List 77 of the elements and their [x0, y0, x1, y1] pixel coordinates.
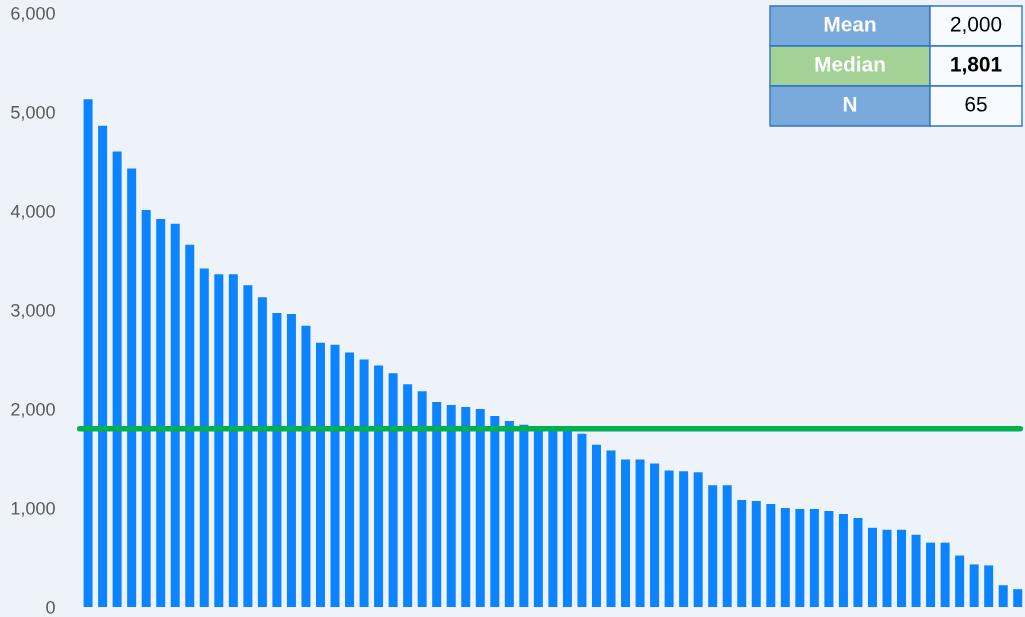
bar: [272, 312, 282, 607]
bar: [708, 485, 718, 607]
bar: [112, 151, 122, 607]
bar: [780, 508, 790, 607]
bar: [838, 513, 848, 607]
annotation: 65: [965, 96, 987, 112]
bar: [345, 352, 355, 607]
annotation: Mean: [824, 17, 876, 32]
annotation: 2,000: [950, 16, 1002, 35]
bar: [984, 565, 994, 607]
bar: [170, 223, 180, 607]
bar: [940, 542, 950, 607]
bar: [577, 433, 587, 607]
bar: [199, 268, 209, 607]
bar: [621, 459, 631, 607]
bar: [98, 125, 108, 607]
bar: [809, 508, 819, 607]
annotation: 1,801: [951, 56, 1002, 75]
annotation: Median: [815, 56, 885, 72]
bar: [432, 402, 442, 607]
bar: [185, 244, 195, 607]
bar: [461, 407, 471, 607]
y-tick-label: 4,000: [10, 204, 55, 220]
bar: [228, 274, 238, 607]
y-tick-label: 5,000: [11, 105, 55, 121]
bar: [301, 325, 311, 607]
bar: [359, 359, 369, 607]
bar: [315, 342, 325, 607]
bar: [635, 459, 645, 607]
bar: [504, 420, 514, 607]
bar: [374, 365, 384, 607]
bar: [1013, 589, 1023, 607]
bar: [417, 391, 427, 607]
bar: [141, 210, 151, 607]
bar: [751, 501, 761, 607]
bar: [911, 534, 921, 607]
bar: [795, 508, 805, 607]
bar: [679, 471, 689, 607]
bar: [403, 384, 413, 607]
bar: [824, 510, 834, 607]
bar: [83, 99, 93, 607]
bar: [446, 405, 456, 607]
bar: [475, 409, 485, 607]
bar: [286, 313, 296, 607]
bar: [257, 297, 267, 607]
bar: [156, 218, 166, 607]
y-tick-label: 3,000: [11, 303, 55, 319]
bar: [330, 344, 340, 607]
y-tick-label: 6,000: [11, 6, 55, 22]
bar: [737, 500, 747, 607]
bar: [766, 504, 776, 607]
bar: [722, 485, 732, 607]
bar: [998, 585, 1008, 607]
bar: [897, 529, 907, 607]
bar: [650, 463, 660, 607]
bar: [955, 555, 965, 607]
bar: [214, 274, 224, 607]
bar: [969, 564, 979, 607]
y-tick-label: 1,000: [11, 501, 55, 517]
bar: [926, 542, 936, 607]
y-tick-label: 2,000: [11, 402, 55, 418]
bar: [882, 529, 892, 607]
bar: [243, 285, 253, 607]
bar: [548, 428, 558, 607]
bar: [127, 168, 137, 607]
bar: [591, 444, 601, 607]
bar: [519, 424, 529, 607]
annotation: N: [843, 97, 857, 112]
bar: [562, 428, 572, 607]
bar: [490, 415, 500, 607]
y-tick-label: 0: [46, 600, 55, 614]
bar: [693, 472, 703, 607]
bar: [853, 517, 863, 607]
bar: [867, 527, 877, 607]
bar: [664, 470, 674, 607]
bar: [606, 450, 616, 607]
bar: [388, 373, 398, 607]
